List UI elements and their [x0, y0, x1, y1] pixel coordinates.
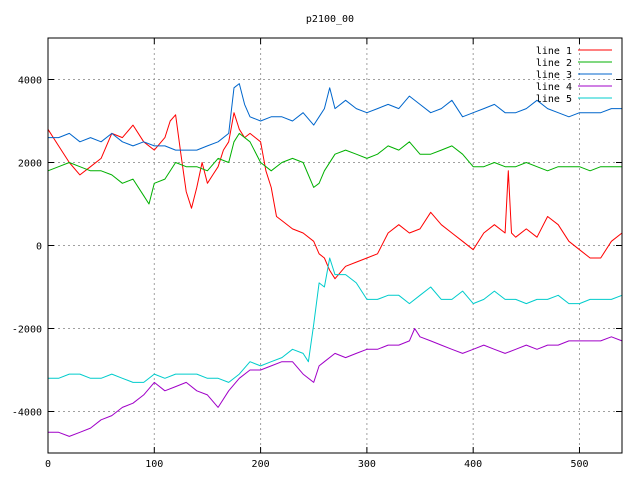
legend-label-4: line 4 [536, 82, 572, 93]
y-tick-label: -4000 [12, 408, 42, 419]
series-line-5 [48, 257, 623, 383]
y-tick-label: 0 [36, 242, 42, 253]
legend-label-3: line 3 [536, 70, 572, 81]
x-tick-label: 400 [464, 459, 482, 470]
series-line-2 [47, 132, 622, 205]
x-tick-label: 300 [358, 459, 376, 470]
y-tick-label: 4000 [18, 76, 42, 87]
y-tick-label: 2000 [18, 159, 42, 170]
y-tick-label: -2000 [12, 325, 42, 336]
x-tick-label: 0 [45, 459, 51, 470]
series-line-4 [48, 328, 623, 437]
series-group [47, 83, 623, 437]
grid [48, 38, 622, 453]
axis-ticks: 0 100 200 300 400 500 -4000 -2000 0 2000 4000 [12, 38, 622, 470]
x-tick-label: 500 [570, 459, 588, 470]
x-tick-label: 100 [145, 459, 163, 470]
series-line-3 [48, 83, 622, 151]
series-line-1 [47, 112, 623, 280]
chart-title: p2100_00 [306, 14, 354, 25]
legend-label-2: line 2 [536, 58, 572, 69]
legend-label-5: line 5 [536, 94, 572, 105]
x-tick-label: 200 [252, 459, 270, 470]
legend-label-1: line 1 [536, 46, 572, 57]
